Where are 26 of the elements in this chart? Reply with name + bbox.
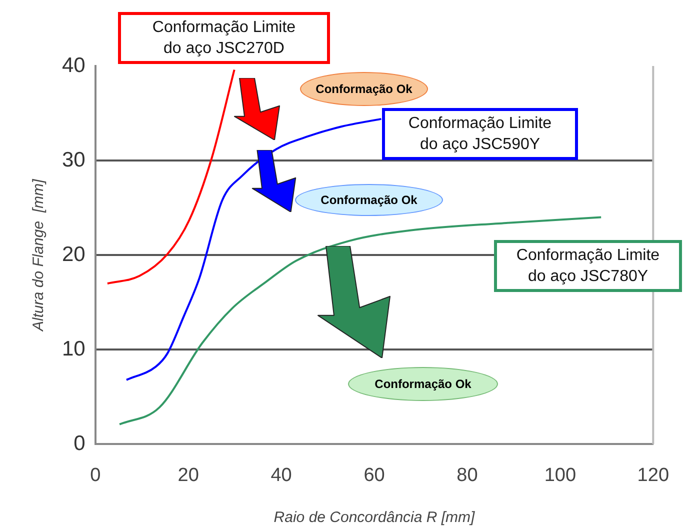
y-tick-label: 0 [74,432,86,455]
x-axis-title: Raio de Concordância R [mm] [274,509,476,526]
series-label: Conformação Limite do aço JSC590Y [408,115,552,153]
series-label: Conformação Limite do aço JSC780Y [516,247,660,285]
y-axis-title: Altura do Flange [mm] [30,178,48,332]
x-tick-label: 20 [178,464,199,486]
line-series [106,68,236,284]
x-tick-label: 60 [364,464,385,486]
annotation: Conformação Ok [316,82,412,96]
oval-label: Conformação Ok [348,367,498,401]
annotation: Conformação Ok [374,377,472,391]
y-tick-label: 10 [62,337,86,360]
y-tick-label: 40 [62,54,86,77]
y-tick-label: 20 [62,242,86,266]
oval-label: Conformação Ok [300,72,428,106]
oval-label: Conformação Ok [295,184,443,216]
x-tick-label: 100 [544,464,576,486]
annotation: Conformação Ok [320,193,418,207]
y-tick-label: 30 [62,148,86,172]
callout-box: Conformação Limite do aço JSC590Y [382,108,578,160]
x-tick-label: 120 [637,464,669,486]
x-tick-label: 0 [90,464,101,486]
x-tick-label: 40 [270,464,292,486]
x-tick-label: 80 [456,464,478,486]
callout-box: Conformação Limite do aço JSC780Y [494,240,682,292]
callout-box: Conformação Limite do aço JSC270D [118,12,330,64]
